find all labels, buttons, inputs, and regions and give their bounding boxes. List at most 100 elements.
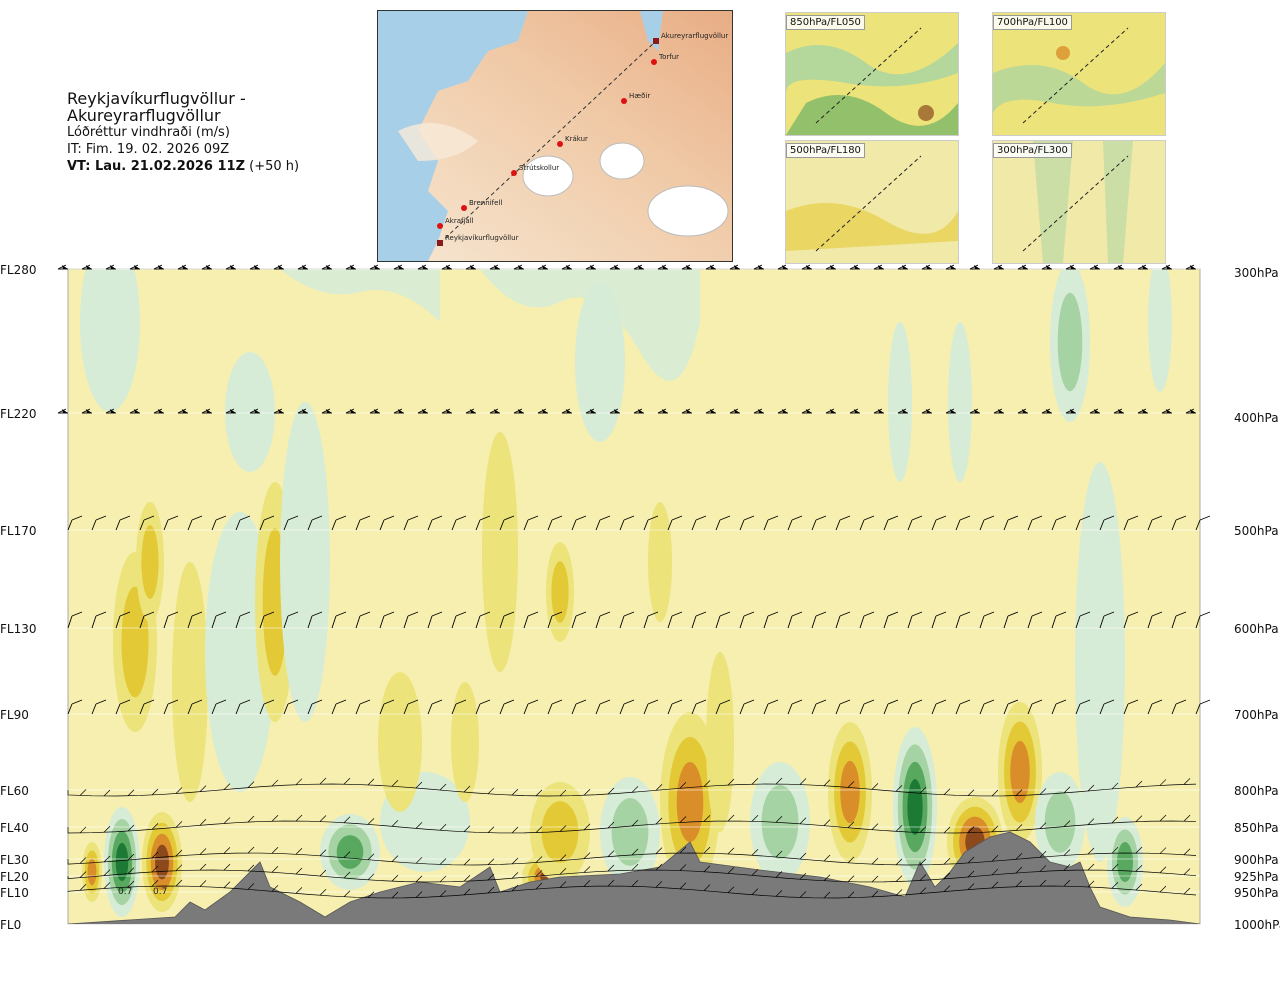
updraft-contour xyxy=(141,525,159,599)
wind-barb xyxy=(273,264,284,270)
wind-barb xyxy=(91,515,107,531)
wind-barb xyxy=(465,408,476,414)
wind-barb xyxy=(595,515,611,531)
thumb-500[interactable]: 500hPa/FL180 xyxy=(785,140,959,264)
wind-barb xyxy=(619,515,635,531)
wind-barb xyxy=(655,881,663,888)
wind-barb xyxy=(1039,822,1047,829)
wind-barb xyxy=(873,264,884,270)
wind-barb xyxy=(691,611,707,629)
map-waypoint-marker xyxy=(461,205,467,211)
wind-barb xyxy=(607,787,615,795)
wind-barb xyxy=(321,408,332,414)
wind-barb xyxy=(1111,782,1119,790)
wind-barb xyxy=(259,515,275,531)
wind-barb xyxy=(955,515,971,531)
wind-barb xyxy=(475,611,491,629)
wind-barb xyxy=(835,699,851,715)
downdraft-contour xyxy=(1044,791,1076,853)
map-airport-marker xyxy=(653,38,659,44)
map-waypoint-marker xyxy=(621,98,627,104)
wind-barb xyxy=(199,848,207,855)
hpa-label: 950hPa xyxy=(1234,886,1279,900)
map-place-label: Hæðir xyxy=(629,92,650,100)
wind-barb xyxy=(559,868,567,875)
wind-barb xyxy=(763,515,779,531)
wind-barb xyxy=(427,515,443,531)
wind-barb xyxy=(931,611,947,629)
wind-barb xyxy=(703,780,711,787)
thumb-850[interactable]: 850hPa/FL050 xyxy=(785,12,959,136)
downdraft-contour xyxy=(80,269,140,412)
wind-barb xyxy=(439,783,447,791)
wind-barb xyxy=(897,408,908,414)
wind-barb xyxy=(919,826,927,833)
wind-barb xyxy=(931,515,947,531)
wind-barb xyxy=(307,611,323,629)
wind-barb xyxy=(345,408,356,414)
wind-barb xyxy=(1135,846,1143,854)
wind-barb xyxy=(415,891,423,898)
wind-barb xyxy=(139,515,155,531)
wind-barb xyxy=(787,699,803,715)
wind-barb xyxy=(1015,880,1023,887)
wind-barb xyxy=(799,778,807,785)
wind-barb xyxy=(57,408,68,414)
wind-barb xyxy=(1159,866,1167,874)
wind-barb xyxy=(1039,879,1047,887)
wind-barb xyxy=(727,867,735,874)
wind-barb xyxy=(883,699,899,715)
thumb-700[interactable]: 700hPa/FL100 xyxy=(992,12,1166,136)
fl-label: FL280 xyxy=(0,263,37,277)
wind-barb xyxy=(463,785,471,793)
wind-barb xyxy=(1159,814,1167,822)
wind-barb xyxy=(91,699,107,715)
wind-barb xyxy=(1063,786,1071,794)
wind-barb xyxy=(283,611,299,629)
wind-barb xyxy=(223,847,231,854)
wind-barb xyxy=(1123,611,1139,629)
route-map: Akureyrarflugvöllur Torfur Hæðir Krákur Strú… xyxy=(377,10,733,262)
wind-barb xyxy=(105,264,116,270)
wind-barb xyxy=(751,777,759,785)
updraft-contour xyxy=(451,682,479,802)
updraft-contour xyxy=(1010,740,1030,804)
map-airport-marker xyxy=(437,240,443,246)
wind-barb xyxy=(511,884,519,892)
wind-barb xyxy=(163,515,179,531)
wind-barb xyxy=(1087,818,1095,825)
wind-barb xyxy=(163,699,179,715)
wind-barb xyxy=(175,864,183,871)
wind-barb xyxy=(201,264,212,270)
wind-barb xyxy=(655,784,663,791)
wind-barb xyxy=(571,611,587,629)
downdraft-contour xyxy=(575,282,625,442)
wind-barb xyxy=(561,264,572,270)
downdraft-contour xyxy=(611,798,649,866)
wind-barb xyxy=(537,408,548,414)
wind-barb xyxy=(439,824,447,831)
thumb-300[interactable]: 300hPa/FL300 xyxy=(992,140,1166,264)
wind-barb xyxy=(849,264,860,270)
wind-barb xyxy=(715,515,731,531)
wind-barb xyxy=(391,855,399,862)
wind-barb xyxy=(1041,264,1052,270)
wind-barb xyxy=(511,872,519,879)
wind-barb xyxy=(631,880,639,887)
hpa-label: 800hPa xyxy=(1234,784,1279,798)
wind-barb xyxy=(451,611,467,629)
wind-barb xyxy=(859,699,875,715)
wind-barb xyxy=(1137,264,1148,270)
downdraft-contour xyxy=(1148,269,1172,392)
wind-barb xyxy=(235,699,251,715)
wind-barb xyxy=(211,699,227,715)
annotations: 0.7 0.7 xyxy=(118,887,167,897)
wind-barb xyxy=(319,849,327,857)
thumb-700-graphic xyxy=(993,13,1165,135)
wind-barb xyxy=(799,891,807,898)
wind-barb xyxy=(79,871,87,878)
wind-barb xyxy=(1147,699,1163,715)
wind-barb xyxy=(537,264,548,270)
wind-barb xyxy=(883,515,899,531)
wind-barb xyxy=(1135,865,1143,872)
